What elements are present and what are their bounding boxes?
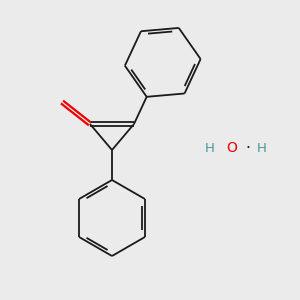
- Text: ·: ·: [246, 140, 250, 155]
- Text: O: O: [226, 141, 237, 155]
- Text: H: H: [257, 142, 267, 154]
- Text: H: H: [205, 142, 215, 154]
